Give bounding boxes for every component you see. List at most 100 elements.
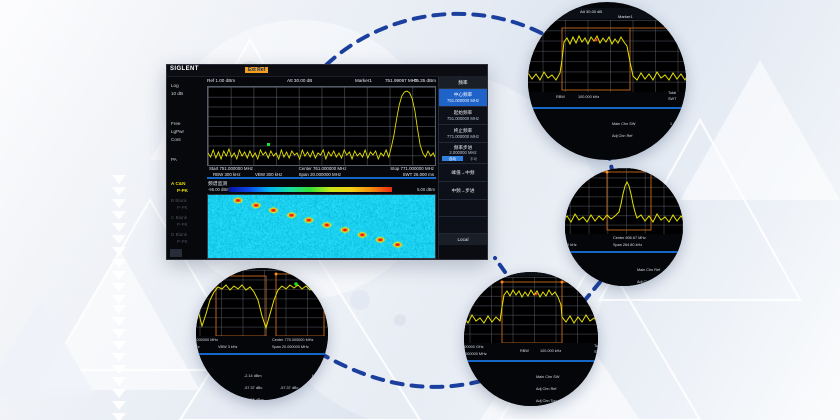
callout3-vbw: VBW 3 kHz (218, 345, 237, 349)
measurement-area: Ref 1.00 dBm Att 30.00 dB Marker1 751.99… (205, 77, 438, 260)
triangle-column-upper (112, 175, 130, 307)
callout3-graticule (196, 270, 328, 336)
callout4-rbw-value: 100.000 kHz (540, 349, 561, 353)
callout3-results: 主信道功率 -2.14 dBm Main Chn 下邻道 -57.37 dBc … (196, 364, 328, 400)
callout4-row1-label: Main Chn SW (536, 375, 559, 379)
callout3-right-label: Main Chn (312, 374, 328, 378)
callout2-info: Center 806.67 MHz Span 264.80 kHz RBW 3 … (565, 236, 683, 250)
status-icon (170, 249, 182, 257)
auto-manual-toggle[interactable]: 自动 手动 (442, 156, 484, 161)
ref-level-label: Ref 1.00 dBm (207, 78, 235, 83)
callout3-row1-value: -2.14 dBm (244, 374, 262, 378)
callout1-value: 1.02 dBm (664, 14, 681, 19)
menu-item-label: 峰值→中频 (452, 170, 475, 176)
callout3-title: 邻道功率比 (196, 357, 201, 363)
callout1-row2-value: -57.04 dBc (670, 134, 686, 138)
callout4-swt: SWT (594, 350, 598, 354)
center-freq-label: Center 761.000000 MHz (299, 166, 347, 171)
callout3-start: Start 765.000000 MHz (196, 338, 218, 342)
callout3-row1-label: 主信道功率 (196, 374, 203, 379)
spectrogram-title: 频谱监测 (208, 180, 227, 187)
triangle-column-lower (112, 305, 130, 420)
local-button[interactable]: Local (439, 234, 487, 245)
callout1-total-label: Total (668, 91, 676, 95)
spectrogram-color-scale (229, 187, 392, 192)
menu-item-label: 中频→步进 (452, 188, 475, 194)
callout-narrowband-peak[interactable]: Center 806.67 MHz Span 264.80 kHz RBW 3 … (565, 168, 683, 286)
callout4-total: Total (594, 344, 598, 348)
callout2-center: Center 806.67 MHz (613, 236, 646, 240)
callout4-row1-value: 1.1019 dBm (588, 375, 598, 379)
callout2-divider (565, 251, 683, 253)
section-divider (207, 177, 436, 179)
callout4-graticule (464, 277, 598, 343)
menu-item-center-freq[interactable]: 中心频率 761.000000 MHz (439, 89, 487, 107)
spectrum-graticule[interactable] (207, 86, 436, 166)
sweep-mode-label: Cont (171, 137, 181, 142)
detector-label: LgPwr (171, 129, 184, 134)
menu-item-peak-to-cf[interactable]: 峰值→中频 (439, 164, 487, 182)
callout4-row3-label: Adj Chn Top (536, 399, 557, 403)
callout4-att: Att 20.00 dB (488, 272, 510, 276)
spectrogram-waterfall[interactable] (207, 194, 436, 259)
menu-item-freq-step[interactable]: 频率步进 2.000000 MHz 自动 手动 (439, 143, 487, 164)
callout3-row2-value: -57.37 dBc (244, 386, 262, 390)
trace-a-mode: A C&N (171, 181, 185, 186)
start-freq-label: Start 751.000000 MHz (209, 166, 253, 171)
menu-item-stop-freq[interactable]: 终止频率 771.000000 MHz (439, 125, 487, 143)
callout1-row2-label: Adj Chn Ref (612, 134, 632, 138)
callout4-row3-value: -57.9 dBc (588, 399, 598, 403)
callout4-header: ACP Power Att 20.00 dB Marker1 (464, 272, 598, 276)
attenuation-label: Att 30.00 dB (287, 78, 312, 83)
callout4-info: Start 1.000000 GHz Span 20.000000 MHz RB… (464, 345, 598, 359)
callout3-divider (196, 353, 328, 355)
toggle-manual[interactable]: 手动 (463, 156, 484, 161)
callout1-att: Att 30.00 dB (580, 9, 602, 14)
marker-level: -75.35 dBm (412, 78, 436, 83)
callout3-info: Start 765.000000 MHz RBW 3 kHz VBW 3 kHz… (196, 338, 328, 352)
callout-channel-power-top-right[interactable]: Att 30.00 dB Marker1 1.02 dBm RBW 100.00… (528, 2, 686, 160)
brand-bar: SIGLENT Ext Ref (167, 65, 487, 77)
callout2-rbw: RBW 3 kHz (565, 243, 577, 247)
callout4-row2-label: Adj Chn Ref (536, 387, 556, 391)
spectrogram-canvas (208, 195, 435, 258)
brand-logo: SIGLENT (170, 66, 199, 72)
callout-acpr-bottom-left[interactable]: Att 20.00 dB Start 765.000000 MHz RBW 3 … (196, 268, 328, 400)
callout3-row3-value2: -57.51 dBm (280, 398, 300, 400)
callout3-header: Att 20.00 dB (196, 268, 328, 269)
menu-item-value: 2.000000 MHz (449, 150, 476, 155)
menu-item-cf-to-step[interactable]: 中频→步进 (439, 182, 487, 200)
spectrum-trace (208, 87, 435, 165)
menu-item-value: 761.000000 MHz (447, 98, 479, 103)
callout2-graticule (565, 168, 683, 234)
marker-indicator (267, 143, 270, 146)
softkey-menu[interactable]: 频率 中心频率 761.000000 MHz 起始频率 751.000000 M… (438, 77, 487, 260)
callout1-divider (528, 107, 686, 109)
callout4-span: Span 20.000000 MHz (464, 352, 487, 356)
callout1-info: RBW 100.000 kHz Total SWT (528, 94, 686, 106)
callout3-row3-value: -57.56 dBm (244, 398, 264, 400)
callout2-row1: Main Chn Ref (637, 268, 660, 272)
callout1-header: Att 30.00 dB Marker1 1.02 dBm (528, 8, 686, 19)
callout4-rbw-label: RBW (520, 349, 529, 353)
callout1-results: Main Chn SW 1.10 dBm Adj Chn Ref -57.04 … (528, 112, 686, 156)
scale-type-label: Log (171, 83, 179, 88)
trace-c-mode: C Blank (171, 215, 187, 220)
spectrogram-scale-min: -95.00 dBm (208, 187, 230, 192)
preamp-label: PA (171, 157, 177, 162)
callout1-swt-label: SWT (668, 97, 676, 101)
callout4-row2-value: -57.4 dBc (588, 387, 598, 391)
callout4-start: Start 1.000000 GHz (464, 345, 484, 349)
callout-channel-power-bottom-right[interactable]: ACP Power Att 20.00 dB Marker1 Start 1.0… (464, 272, 598, 406)
spectrum-analyzer-display[interactable]: SIGLENT Ext Ref Log 10 dB Free LgPwr Con… (166, 64, 488, 260)
marketing-graphic: SIGLENT Ext Ref Log 10 dB Free LgPwr Con… (0, 0, 840, 420)
callout1-rbw-label: RBW (556, 95, 565, 99)
menu-item-blank-2[interactable] (439, 217, 487, 234)
menu-item-start-freq[interactable]: 起始频率 751.000000 MHz (439, 107, 487, 125)
callout3-span: Span 20.000000 MHz (272, 345, 309, 349)
menu-item-blank-1[interactable] (439, 200, 487, 217)
spectrogram-scale-max: 5.00 dBm (417, 187, 435, 192)
toggle-auto[interactable]: 自动 (442, 156, 463, 161)
trace-b-detector: P-PK (177, 205, 188, 210)
callout1-rbw-value: 100.000 kHz (578, 95, 599, 99)
